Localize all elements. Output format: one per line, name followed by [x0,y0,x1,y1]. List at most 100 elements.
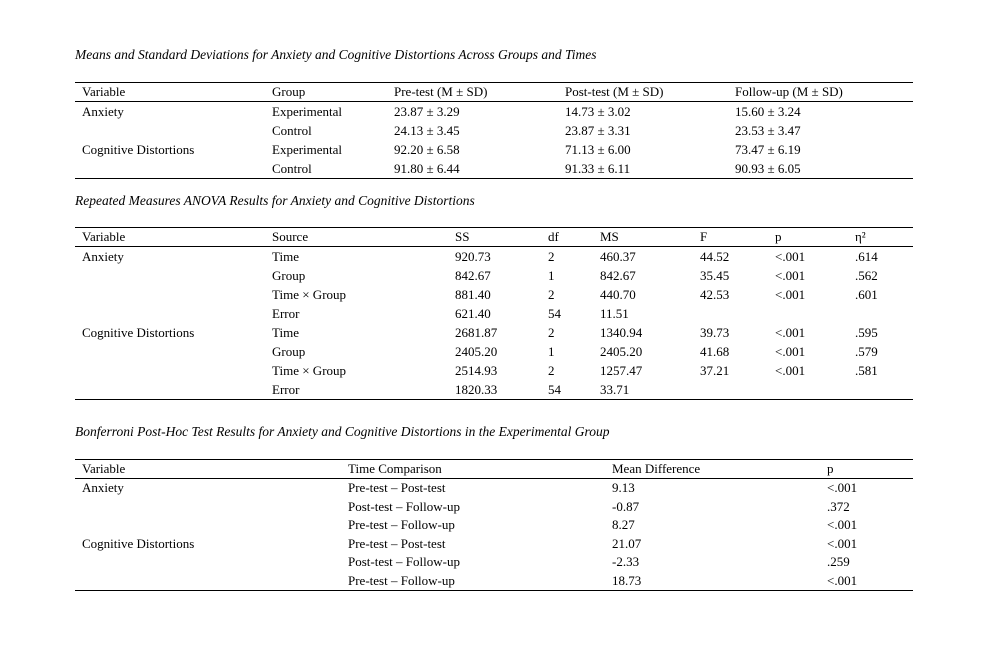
table-cell: Time [272,248,299,264]
table-cell [75,516,341,535]
table-cell: <.001 [827,517,858,533]
table-cell: Experimental [272,103,343,119]
table-cell: Cognitive Distortions [82,535,195,551]
table-cell: 14.73 ± 3.02 [565,103,631,119]
table-cell: 440.70 [600,286,636,302]
table-cell: Time × Group [272,286,347,302]
table-cell: <.001 [775,267,806,283]
table-cell: Experimental [272,141,343,157]
table-cell: 2405.20 [455,343,498,359]
column-header: p [827,461,834,476]
table-cell: 1 [548,267,555,283]
table-cell: 2 [548,362,555,378]
table-cell: 2 [548,286,555,302]
table-cell: 44.52 [700,248,730,264]
table-cell: <.001 [775,343,806,359]
table-cell: 54 [548,381,561,397]
table-cell: .601 [855,286,878,302]
table-cell: 18.73 [612,572,642,588]
table-row: Error 621.40 54 11.51 [75,304,913,323]
table-row: Group 842.67 1 842.67 35.45 <.001 .562 [75,266,913,285]
table-cell: .579 [855,343,878,359]
column-header: MS [600,229,619,244]
table-cell: 2681.87 [455,324,498,340]
table-cell: 460.37 [600,248,636,264]
table-cell: Pre-test – Post-test [348,535,446,551]
table-cell: 23.87 ± 3.29 [394,103,460,119]
table-cell: 2405.20 [600,343,643,359]
table-cell [768,304,848,323]
table-header-row: Variable Group Pre-test (M ± SD) Post-test … [75,83,913,102]
table-cell: 42.53 [700,286,730,302]
table-cell: 1340.94 [600,324,643,340]
column-header: df [548,229,559,244]
table-cell: Time [272,324,299,340]
table-row: Error 1820.33 54 33.71 [75,380,913,400]
table-cell: 842.67 [600,267,636,283]
table-cell [75,553,341,572]
column-header: SS [455,229,470,244]
table-cell: Time × Group [272,362,347,378]
table-row: Time × Group 2514.93 2 1257.47 37.21 <.001 .58… [75,361,913,380]
table-row: Control 91.80 ± 6.44 91.33 ± 6.11 90.93 ± 6… [75,159,913,179]
table-cell: 71.13 ± 6.00 [565,141,631,157]
table-cell: .614 [855,248,878,264]
table-cell [75,342,265,361]
table-cell: 2514.93 [455,362,498,378]
table-cell: -0.87 [612,498,640,514]
table-1-title: Means and Standard Deviations for Anxiet… [75,47,597,62]
table-row: Pre-test – Follow-up 18.73 <.001 [75,572,913,591]
table-row: Time × Group 881.40 2 440.70 42.53 <.001 .601 [75,285,913,304]
column-header: Variable [82,84,126,99]
table-cell [75,304,265,323]
table-cell [75,266,265,285]
table-cell: 35.45 [700,267,730,283]
table-header-row: Variable Time Comparison Mean Difference p [75,460,913,479]
table-row: Anxiety Pre-test – Post-test 9.13 <.001 [75,479,913,498]
table-row: Group 2405.20 1 2405.20 41.68 <.001 .579 [75,342,913,361]
table-cell: .372 [827,498,850,514]
column-header: Mean Difference [612,461,701,476]
column-header: Time Comparison [348,461,442,476]
table-row: Post-test – Follow-up -2.33 .259 [75,553,913,572]
column-header: Source [272,229,309,244]
table-cell: Cognitive Distortions [82,324,195,340]
table-cell: .581 [855,362,878,378]
column-header: Follow-up (M ± SD) [735,84,843,99]
table-cell: 8.27 [612,517,635,533]
means-sd-table: Variable Group Pre-test (M ± SD) Post-test … [75,82,913,179]
table-cell [75,498,341,517]
table-cell: 91.33 ± 6.11 [565,160,631,176]
table-cell: Group [272,267,306,283]
table-cell: Control [272,160,312,176]
table-row: Pre-test – Follow-up 8.27 <.001 [75,516,913,535]
table-cell: <.001 [775,248,806,264]
table-cell: Group [272,343,306,359]
column-header: p [775,229,782,244]
column-header: Variable [82,229,126,244]
table-cell: Control [272,122,312,138]
table-cell: 33.71 [600,381,630,397]
table-cell [75,121,265,140]
table-cell: -2.33 [612,554,640,570]
table-cell: 90.93 ± 6.05 [735,160,801,176]
table-cell: 920.73 [455,248,491,264]
column-header: Variable [82,461,126,476]
table-cell: 11.51 [600,305,629,321]
table-cell: 39.73 [700,324,730,340]
table-cell: 23.87 ± 3.31 [565,122,631,138]
table-cell: Error [272,381,300,397]
table-row: Cognitive Distortions Experimental 92.20 ±… [75,140,913,159]
table-cell [75,380,265,400]
table-cell: 2 [548,248,555,264]
table-cell [75,572,341,591]
table-cell [75,285,265,304]
table-cell: 24.13 ± 3.45 [394,122,460,138]
table-3-title: Bonferroni Post-Hoc Test Results for Anx… [75,424,610,439]
table-cell [75,361,265,380]
table-cell: <.001 [827,480,858,496]
table-cell: 621.40 [455,305,491,321]
